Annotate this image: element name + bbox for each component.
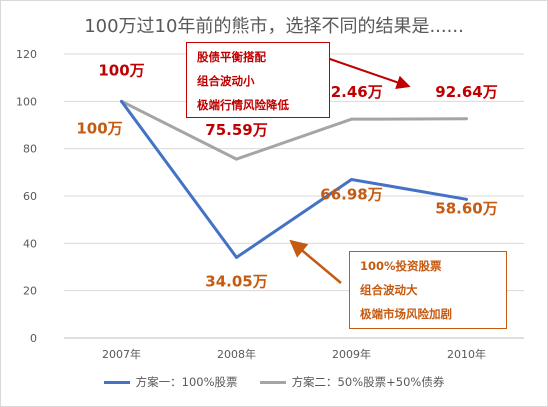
data-label-series-1: 34.05万 <box>205 272 267 290</box>
series-1-point <box>120 99 123 103</box>
balanced-note-line-2: 组合波动小 <box>197 74 255 88</box>
y-tick-label: 40 <box>23 237 37 250</box>
legend-label-series-1: 方案一：100%股票 <box>135 375 238 389</box>
balanced-note-line-3: 极端行情风险降低 <box>197 98 289 112</box>
all-stock-note: 100%投资股票 组合波动大 极端市场风险加剧 <box>349 251 507 329</box>
legend-item-series-1: 方案一：100%股票 <box>103 374 238 390</box>
y-tick-label: 20 <box>23 285 37 298</box>
series-2-point <box>350 117 353 121</box>
all-stock-note-line-1: 100%投资股票 <box>360 259 442 273</box>
series-2-point <box>465 117 468 121</box>
y-tick-label: 80 <box>23 143 37 156</box>
x-tick-label: 2007年 <box>102 347 141 361</box>
series-line-1 <box>120 100 467 259</box>
legend-swatch-series-2 <box>259 380 286 384</box>
balanced-note: 股债平衡搭配 组合波动小 极端行情风险降低 <box>186 42 330 118</box>
x-tick-label: 2009年 <box>332 347 371 361</box>
x-tick-label: 2010年 <box>447 347 486 361</box>
arrow-to-stock-low <box>289 239 342 284</box>
series-lines <box>120 99 468 259</box>
legend: 方案一：100%股票 方案二：50%股票+50%债券 <box>0 374 548 390</box>
arrow-to-balanced-labels <box>326 57 411 89</box>
y-axis-ticks: 0 20 40 60 80 100 120 <box>16 48 37 345</box>
legend-item-series-2: 方案二：50%股票+50%债券 <box>259 374 445 390</box>
data-labels: 100万 34.05万 66.98万 58.60万 100万 75.59万 92.46万 92… <box>76 61 497 290</box>
series-1-point <box>465 197 468 201</box>
data-label-series-2: 75.59万 <box>205 121 267 139</box>
series-2-point <box>235 157 238 161</box>
chart-title: 100万过10年前的熊市，选择不同的结果是...... <box>84 16 464 37</box>
y-tick-label: 0 <box>30 332 37 345</box>
series-line-2 <box>120 99 467 161</box>
data-label-series-2: 92.64万 <box>435 83 497 101</box>
x-axis-ticks: 2007年 2008年 2009年 2010年 <box>102 347 486 361</box>
all-stock-note-line-2: 组合波动大 <box>360 283 418 297</box>
x-tick-label: 2008年 <box>217 347 256 361</box>
data-label-series-1: 100万 <box>76 119 122 137</box>
data-label-series-2: 92.46万 <box>320 83 382 101</box>
series-1-point <box>235 255 238 259</box>
y-tick-label: 60 <box>23 190 37 203</box>
data-label-series-2: 100万 <box>98 61 144 79</box>
y-tick-label: 100 <box>16 95 37 108</box>
legend-label-series-2: 方案二：50%股票+50%债券 <box>291 375 445 389</box>
legend-swatch-series-1 <box>103 380 130 384</box>
data-label-series-1: 66.98万 <box>320 185 382 203</box>
balanced-note-line-1: 股债平衡搭配 <box>197 50 266 64</box>
all-stock-note-line-3: 极端市场风险加剧 <box>360 307 452 321</box>
data-label-series-1: 58.60万 <box>435 199 497 217</box>
series-1-point <box>350 177 353 181</box>
y-tick-label: 120 <box>16 48 37 61</box>
